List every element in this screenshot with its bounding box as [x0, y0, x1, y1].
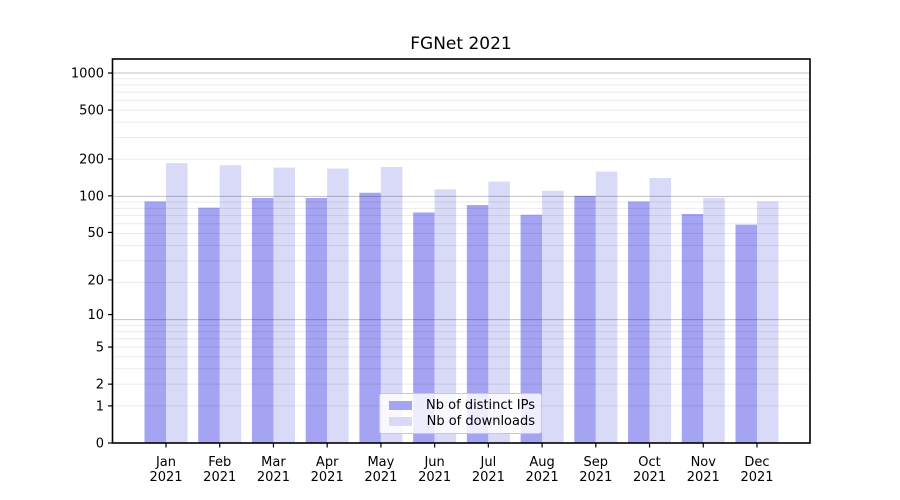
x-tick-label-month: May	[367, 455, 394, 470]
x-tick-label-month: Jan	[155, 455, 176, 470]
chart-title: FGNet 2021	[410, 34, 512, 54]
x-tick-label-month: Jun	[423, 455, 444, 470]
x-tick-label-month: Sep	[584, 455, 609, 470]
bar-distinct-ips-aug	[520, 214, 543, 443]
bar-distinct-ips-apr	[305, 198, 328, 443]
bar-distinct-ips-jun	[413, 212, 435, 443]
x-tick-label-year: 2021	[687, 470, 720, 485]
y-tick-label: 2	[96, 378, 104, 393]
y-tick-label: 50	[87, 226, 104, 241]
y-tick-label: 500	[79, 104, 104, 119]
bar-downloads-apr	[327, 168, 349, 443]
x-tick-label-year: 2021	[364, 470, 397, 485]
bar-downloads-mar	[273, 167, 295, 443]
bar-distinct-ips-feb	[198, 207, 220, 443]
legend-label-distinct-ips: Nb of distinct IPs	[426, 397, 535, 413]
legend-swatch-downloads	[389, 417, 412, 427]
bar-downloads-oct	[649, 177, 672, 443]
x-tick-label-year: 2021	[149, 470, 182, 485]
x-tick-label-month: Nov	[691, 455, 717, 470]
bar-distinct-ips-jul	[466, 205, 489, 443]
y-tick-label: 1000	[71, 67, 104, 82]
bar-downloads-jul	[488, 181, 510, 443]
legend-item-distinct-ips: Nb of distinct IPs	[386, 398, 535, 413]
bar-downloads-nov	[703, 198, 725, 443]
y-tick-label: 100	[79, 189, 104, 204]
x-tick-label-month: Oct	[638, 455, 660, 470]
bar-distinct-ips-jan	[144, 201, 166, 443]
x-tick-label-year: 2021	[203, 470, 236, 485]
bar-downloads-sep	[595, 171, 618, 443]
x-tick-label-month: Jul	[480, 455, 497, 470]
bar-downloads-jan	[166, 163, 188, 443]
y-tick-label: 5	[96, 341, 104, 356]
x-tick-label-month: Aug	[529, 455, 554, 470]
bar-distinct-ips-mar	[251, 198, 274, 443]
legend-item-downloads: Nb of downloads	[386, 414, 535, 429]
bar-distinct-ips-sep	[574, 195, 596, 443]
x-tick-label-month: Apr	[316, 455, 339, 470]
bar-downloads-aug	[542, 190, 564, 443]
x-tick-label-year: 2021	[257, 470, 290, 485]
bar-downloads-feb	[219, 165, 242, 443]
bar-distinct-ips-nov	[681, 213, 704, 443]
y-tick-label: 200	[79, 152, 104, 167]
x-tick-label-year: 2021	[418, 470, 451, 485]
bar-downloads-jun	[434, 189, 457, 443]
y-tick-label: 0	[96, 437, 104, 452]
x-tick-label-year: 2021	[579, 470, 612, 485]
x-tick-label-year: 2021	[633, 470, 666, 485]
legend-swatch-distinct-ips	[389, 400, 412, 410]
plot-frame	[111, 58, 811, 444]
bar-distinct-ips-may	[359, 192, 381, 443]
x-tick-label-year: 2021	[472, 470, 505, 485]
bar-downloads-may	[380, 167, 403, 443]
bar-downloads-dec	[757, 201, 779, 443]
legend-label-downloads: Nb of downloads	[426, 414, 535, 430]
x-tick-label-month: Mar	[261, 455, 286, 470]
y-tick-label: 20	[87, 273, 104, 288]
x-tick-label-year: 2021	[311, 470, 344, 485]
x-tick-label-month: Dec	[744, 455, 769, 470]
y-tick-label: 1	[96, 399, 104, 414]
chart-legend: Nb of distinct IPs Nb of downloads	[379, 393, 542, 434]
bar-distinct-ips-oct	[628, 201, 650, 443]
y-tick-label: 10	[87, 308, 104, 323]
x-tick-label-month: Feb	[208, 455, 231, 470]
x-tick-label-year: 2021	[526, 470, 559, 485]
x-tick-label-year: 2021	[740, 470, 773, 485]
bar-distinct-ips-dec	[735, 224, 757, 443]
